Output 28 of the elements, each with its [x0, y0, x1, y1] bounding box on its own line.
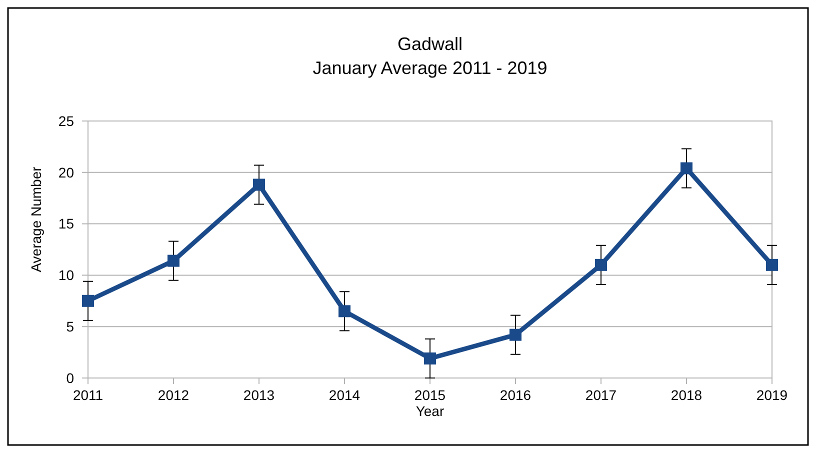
- x-tick-label: 2019: [756, 387, 788, 403]
- x-tick-label: 2018: [670, 387, 702, 403]
- chart-subtitle: January Average 2011 - 2019: [312, 58, 548, 78]
- point: [338, 305, 350, 318]
- x-tick-label: 2011: [72, 387, 104, 403]
- y-tick-label: 5: [66, 318, 74, 334]
- y-tick-label: 15: [58, 216, 74, 232]
- x-tick-label: 2013: [243, 387, 275, 403]
- y-tick-label: 0: [66, 370, 74, 386]
- x-axis-title: Year: [416, 403, 444, 419]
- point: [595, 258, 607, 271]
- x-tick-label: 2014: [328, 387, 360, 403]
- y-axis-title: Average Number: [28, 166, 44, 272]
- y-tick-label: 25: [58, 112, 74, 129]
- y-tick-label: 20: [58, 164, 74, 180]
- x-tick-label: 2017: [585, 387, 617, 403]
- point: [168, 254, 180, 267]
- x-tick-label: 2016: [500, 387, 532, 403]
- x-tick-label: 2015: [414, 387, 446, 403]
- point: [253, 178, 265, 191]
- point: [510, 328, 522, 341]
- point: [766, 258, 778, 271]
- x-tick-label: 2012: [158, 387, 190, 403]
- y-tick-label: 10: [58, 267, 74, 284]
- point: [82, 294, 94, 307]
- point: [424, 352, 436, 364]
- chart-title: Gadwall: [397, 34, 463, 54]
- point: [680, 162, 692, 174]
